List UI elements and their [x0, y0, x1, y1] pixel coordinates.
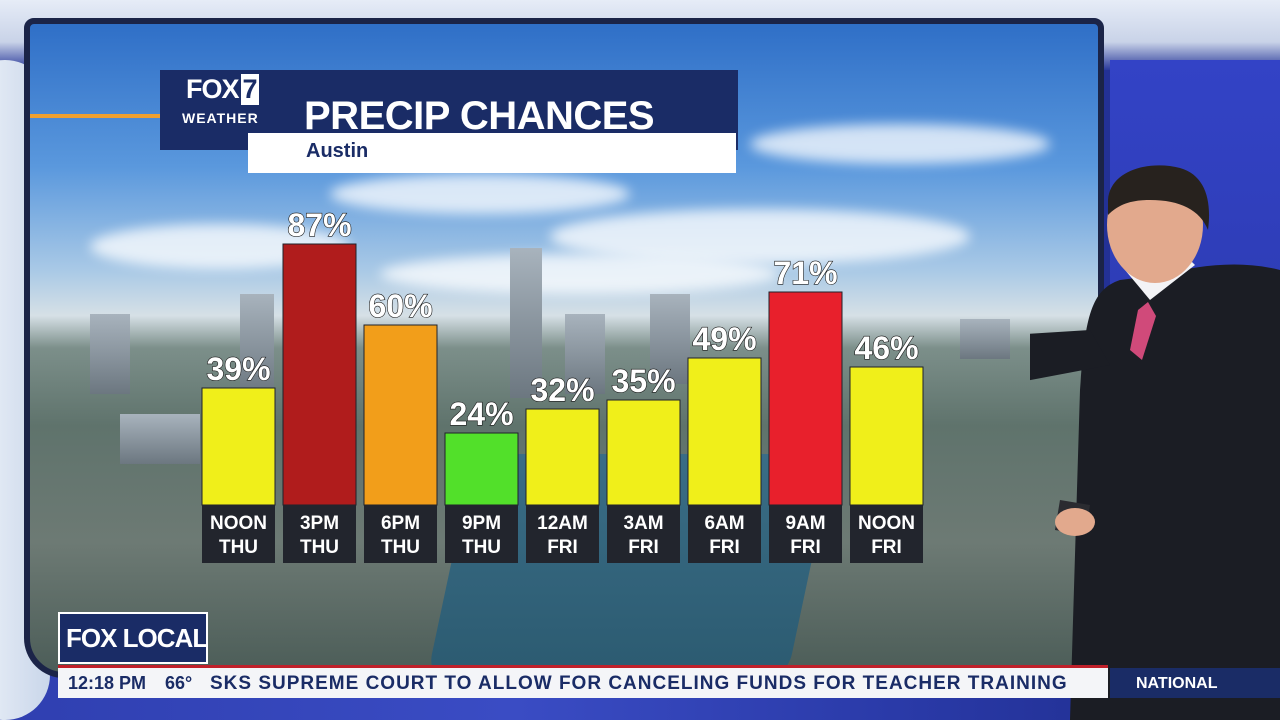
cloud	[90, 224, 350, 269]
news-ticker	[58, 668, 1108, 698]
logo-fox-word: FOX	[186, 74, 240, 104]
fox-local-logo	[58, 612, 208, 664]
building	[650, 294, 690, 384]
logo-seven: 7	[240, 74, 259, 105]
building	[90, 314, 130, 394]
building	[240, 294, 274, 394]
fox-local-logo-text: FOX LOCAL	[66, 623, 208, 653]
ticker-section-box	[1110, 668, 1280, 698]
subtitle-bar	[248, 133, 736, 173]
logo-weather-text: WEATHER	[182, 110, 259, 126]
building	[960, 319, 1010, 359]
ticker-temperature: 66°	[165, 673, 193, 693]
building	[565, 314, 605, 394]
cloud	[330, 174, 630, 214]
presenter-figure	[1030, 165, 1280, 720]
fox7-logo-text: FOX 7	[186, 74, 259, 105]
ticker-section-label: NATIONAL	[1136, 675, 1218, 692]
fox7-weather-logo	[172, 74, 290, 132]
building	[510, 248, 542, 398]
header-accent-line	[30, 114, 165, 118]
ticker-crawl-text: SKS SUPREME COURT TO ALLOW FOR CANCELING…	[210, 673, 1068, 694]
river	[425, 454, 835, 672]
ticker-time: 12:18 PM	[68, 673, 147, 693]
page-title: PRECIP CHANCES	[304, 94, 655, 138]
cloud	[750, 124, 1050, 164]
building	[120, 414, 200, 464]
location-label: Austin	[306, 140, 369, 162]
ticker-accent	[58, 665, 1108, 668]
cloud	[380, 254, 780, 294]
